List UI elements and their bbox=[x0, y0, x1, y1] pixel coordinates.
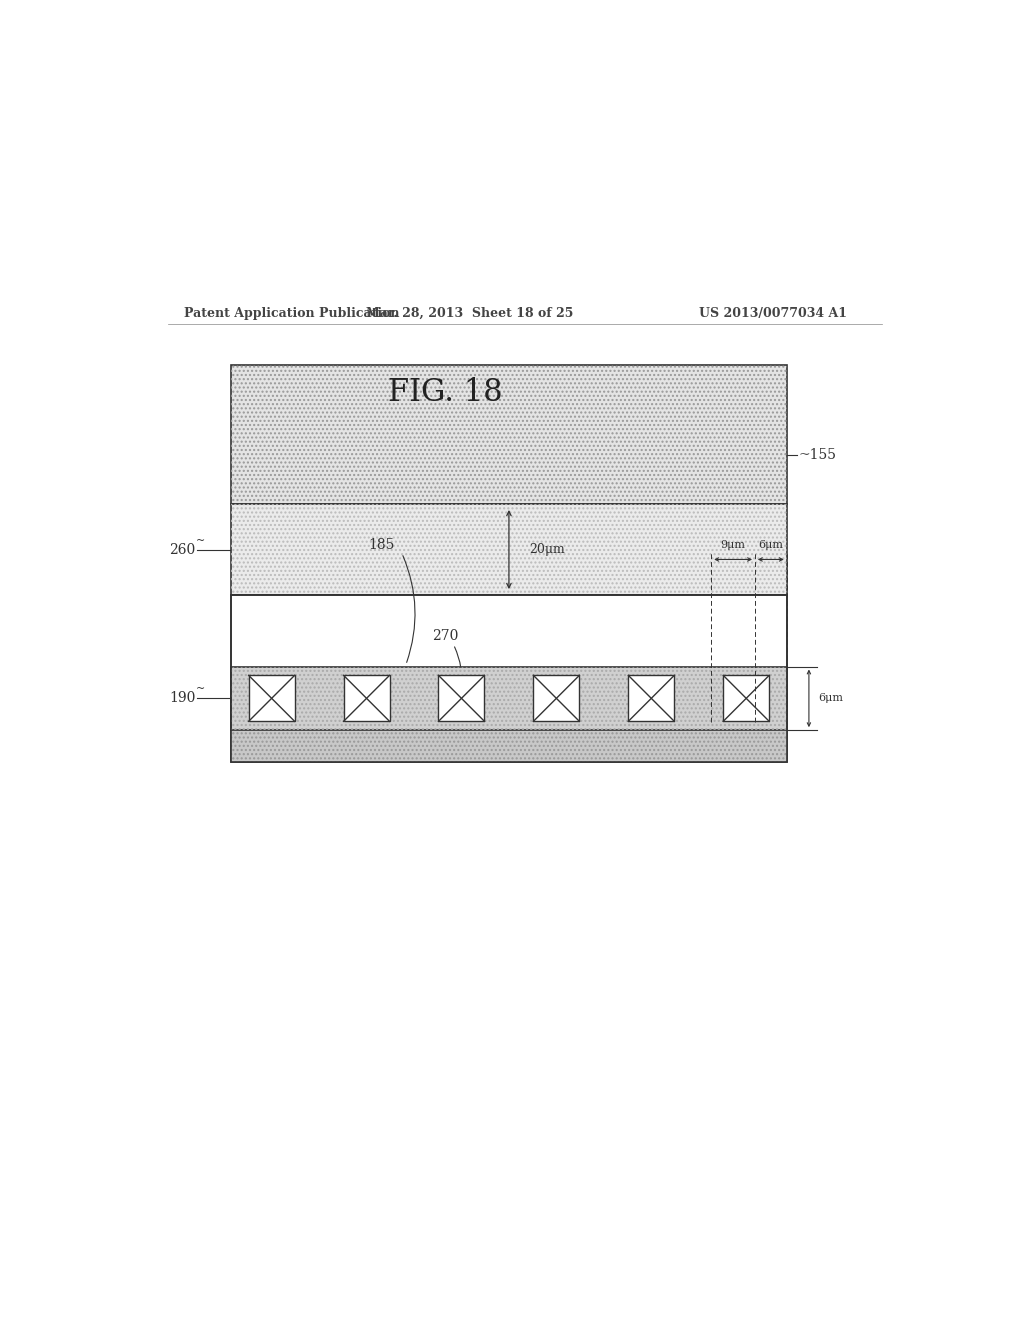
Text: 270: 270 bbox=[432, 628, 459, 643]
Text: 185: 185 bbox=[369, 537, 395, 552]
Bar bbox=[231, 595, 786, 762]
Bar bbox=[723, 676, 769, 721]
Text: 6μm: 6μm bbox=[759, 540, 783, 550]
Text: 190: 190 bbox=[169, 692, 196, 705]
Text: 6μm: 6μm bbox=[818, 693, 844, 704]
Text: Patent Application Publication: Patent Application Publication bbox=[183, 308, 399, 319]
Text: ~: ~ bbox=[196, 536, 205, 545]
Bar bbox=[343, 676, 389, 721]
Text: Mar. 28, 2013  Sheet 18 of 25: Mar. 28, 2013 Sheet 18 of 25 bbox=[366, 308, 573, 319]
Text: US 2013/0077034 A1: US 2013/0077034 A1 bbox=[699, 308, 848, 319]
Bar bbox=[249, 676, 295, 721]
Text: 9μm: 9μm bbox=[721, 540, 745, 550]
Text: 20μm: 20μm bbox=[528, 543, 564, 556]
Bar bbox=[231, 504, 786, 595]
Bar bbox=[629, 676, 675, 721]
Bar bbox=[231, 366, 786, 504]
Bar bbox=[231, 667, 786, 730]
Bar bbox=[231, 667, 786, 730]
Bar bbox=[231, 504, 786, 595]
Bar bbox=[231, 366, 786, 504]
Bar bbox=[231, 730, 786, 762]
Bar bbox=[231, 595, 786, 762]
Text: ~: ~ bbox=[196, 684, 205, 694]
Bar bbox=[534, 676, 580, 721]
Bar bbox=[231, 730, 786, 762]
Text: 260: 260 bbox=[169, 543, 196, 557]
Bar bbox=[438, 676, 484, 721]
Text: FIG. 18: FIG. 18 bbox=[388, 378, 503, 408]
Text: ~155: ~155 bbox=[799, 449, 837, 462]
